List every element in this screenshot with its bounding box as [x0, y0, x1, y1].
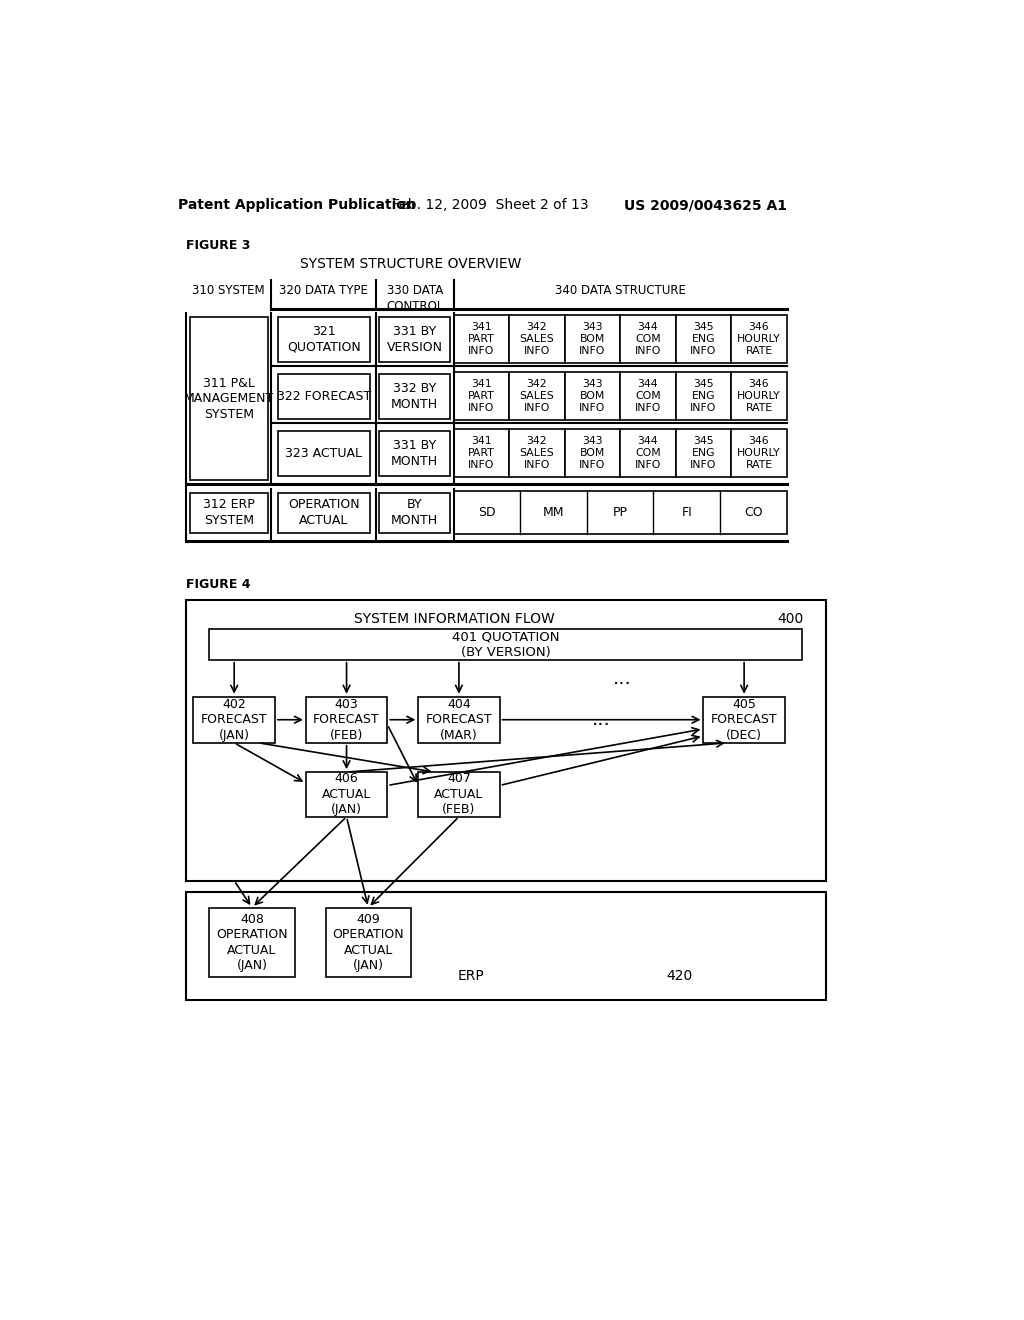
Text: 345
ENG
INFO: 345 ENG INFO [690, 379, 717, 413]
Bar [621, 372, 676, 420]
Text: 420: 420 [667, 969, 693, 983]
Bar [454, 315, 509, 363]
Text: ERP: ERP [458, 969, 484, 983]
Bar [418, 772, 500, 817]
Text: BY
MONTH: BY MONTH [391, 499, 438, 527]
Bar [278, 432, 370, 475]
Text: US 2009/0043625 A1: US 2009/0043625 A1 [624, 198, 787, 213]
Bar [194, 697, 274, 743]
Text: 344
COM
INFO: 344 COM INFO [635, 379, 662, 413]
Text: CO: CO [744, 506, 763, 519]
Text: 342
SALES
INFO: 342 SALES INFO [519, 322, 554, 356]
Bar [306, 772, 387, 817]
Text: FI: FI [681, 506, 692, 519]
Bar [731, 372, 786, 420]
Text: 402
FORECAST
(JAN): 402 FORECAST (JAN) [201, 698, 267, 742]
Text: SD: SD [478, 506, 496, 519]
Text: Patent Application Publication: Patent Application Publication [178, 198, 416, 213]
Text: FIGURE 3: FIGURE 3 [186, 239, 251, 252]
Text: 331 BY
MONTH: 331 BY MONTH [391, 440, 438, 467]
Text: OPERATION
ACTUAL: OPERATION ACTUAL [288, 499, 359, 527]
Text: 332 BY
MONTH: 332 BY MONTH [391, 381, 438, 411]
Bar [379, 374, 451, 418]
Text: 344
COM
INFO: 344 COM INFO [635, 437, 662, 470]
Text: 401 QUOTATION
(BY VERSION): 401 QUOTATION (BY VERSION) [452, 630, 559, 659]
Bar [731, 315, 786, 363]
Text: 323 ACTUAL: 323 ACTUAL [286, 446, 362, 459]
Text: SYSTEM INFORMATION FLOW: SYSTEM INFORMATION FLOW [354, 612, 555, 626]
Bar [621, 429, 676, 478]
Text: PP: PP [612, 506, 628, 519]
Text: 405
FORECAST
(DEC): 405 FORECAST (DEC) [711, 698, 777, 742]
Text: 408
OPERATION
ACTUAL
(JAN): 408 OPERATION ACTUAL (JAN) [216, 912, 288, 972]
Text: 341
PART
INFO: 341 PART INFO [468, 437, 495, 470]
Text: 341
PART
INFO: 341 PART INFO [468, 379, 495, 413]
Bar [379, 432, 451, 475]
Bar [209, 908, 295, 977]
Bar [379, 317, 451, 362]
Text: 331 BY
VERSION: 331 BY VERSION [387, 325, 442, 354]
Text: 312 ERP
SYSTEM: 312 ERP SYSTEM [203, 499, 255, 527]
Text: 346
HOURLY
RATE: 346 HOURLY RATE [737, 322, 780, 356]
Bar [564, 315, 621, 363]
Bar [509, 372, 564, 420]
Text: 343
BOM
INFO: 343 BOM INFO [580, 437, 605, 470]
Text: FIGURE 4: FIGURE 4 [186, 578, 251, 591]
Text: 345
ENG
INFO: 345 ENG INFO [690, 322, 717, 356]
Text: 340 DATA STRUCTURE: 340 DATA STRUCTURE [555, 284, 685, 297]
Text: Feb. 12, 2009  Sheet 2 of 13: Feb. 12, 2009 Sheet 2 of 13 [391, 198, 588, 213]
Text: 400: 400 [777, 612, 804, 626]
Bar [454, 491, 786, 535]
Bar [621, 315, 676, 363]
Bar [703, 697, 784, 743]
Bar [454, 372, 509, 420]
Bar [186, 599, 825, 880]
Text: 346
HOURLY
RATE: 346 HOURLY RATE [737, 379, 780, 413]
Bar [676, 315, 731, 363]
Text: 342
SALES
INFO: 342 SALES INFO [519, 379, 554, 413]
Text: 341
PART
INFO: 341 PART INFO [468, 322, 495, 356]
Text: ...: ... [612, 669, 631, 688]
Text: MM: MM [543, 506, 564, 519]
Bar [418, 697, 500, 743]
Bar [454, 429, 509, 478]
Bar [278, 374, 370, 418]
Text: 320 DATA TYPE: 320 DATA TYPE [280, 284, 368, 297]
Bar [190, 317, 267, 480]
Text: 343
BOM
INFO: 343 BOM INFO [580, 379, 605, 413]
Bar [278, 492, 370, 533]
Bar [306, 697, 387, 743]
Bar [326, 908, 411, 977]
Text: 403
FORECAST
(FEB): 403 FORECAST (FEB) [313, 698, 380, 742]
Text: 310 SYSTEM: 310 SYSTEM [193, 284, 265, 297]
Bar [564, 372, 621, 420]
Bar [509, 315, 564, 363]
Bar [676, 429, 731, 478]
Text: 404
FORECAST
(MAR): 404 FORECAST (MAR) [426, 698, 493, 742]
Text: 321
QUOTATION: 321 QUOTATION [287, 325, 360, 354]
Bar [564, 429, 621, 478]
Text: 343
BOM
INFO: 343 BOM INFO [580, 322, 605, 356]
Bar [278, 317, 370, 362]
Text: 344
COM
INFO: 344 COM INFO [635, 322, 662, 356]
Text: 346
HOURLY
RATE: 346 HOURLY RATE [737, 437, 780, 470]
Text: 342
SALES
INFO: 342 SALES INFO [519, 437, 554, 470]
Bar [186, 892, 825, 1001]
Bar [379, 492, 451, 533]
Bar [190, 492, 267, 533]
Text: 330 DATA
CONTROL: 330 DATA CONTROL [386, 284, 443, 313]
Bar [676, 372, 731, 420]
Text: 322 FORECAST: 322 FORECAST [276, 389, 371, 403]
Text: 407
ACTUAL
(FEB): 407 ACTUAL (FEB) [434, 772, 483, 816]
Text: 345
ENG
INFO: 345 ENG INFO [690, 437, 717, 470]
Bar [209, 628, 802, 660]
Text: 311 P&L
MANAGEMENT
SYSTEM: 311 P&L MANAGEMENT SYSTEM [183, 376, 273, 421]
Text: ...: ... [592, 710, 611, 729]
Text: 409
OPERATION
ACTUAL
(JAN): 409 OPERATION ACTUAL (JAN) [333, 912, 404, 972]
Bar [731, 429, 786, 478]
Bar [509, 429, 564, 478]
Text: SYSTEM STRUCTURE OVERVIEW: SYSTEM STRUCTURE OVERVIEW [300, 257, 521, 271]
Text: 406
ACTUAL
(JAN): 406 ACTUAL (JAN) [322, 772, 372, 816]
